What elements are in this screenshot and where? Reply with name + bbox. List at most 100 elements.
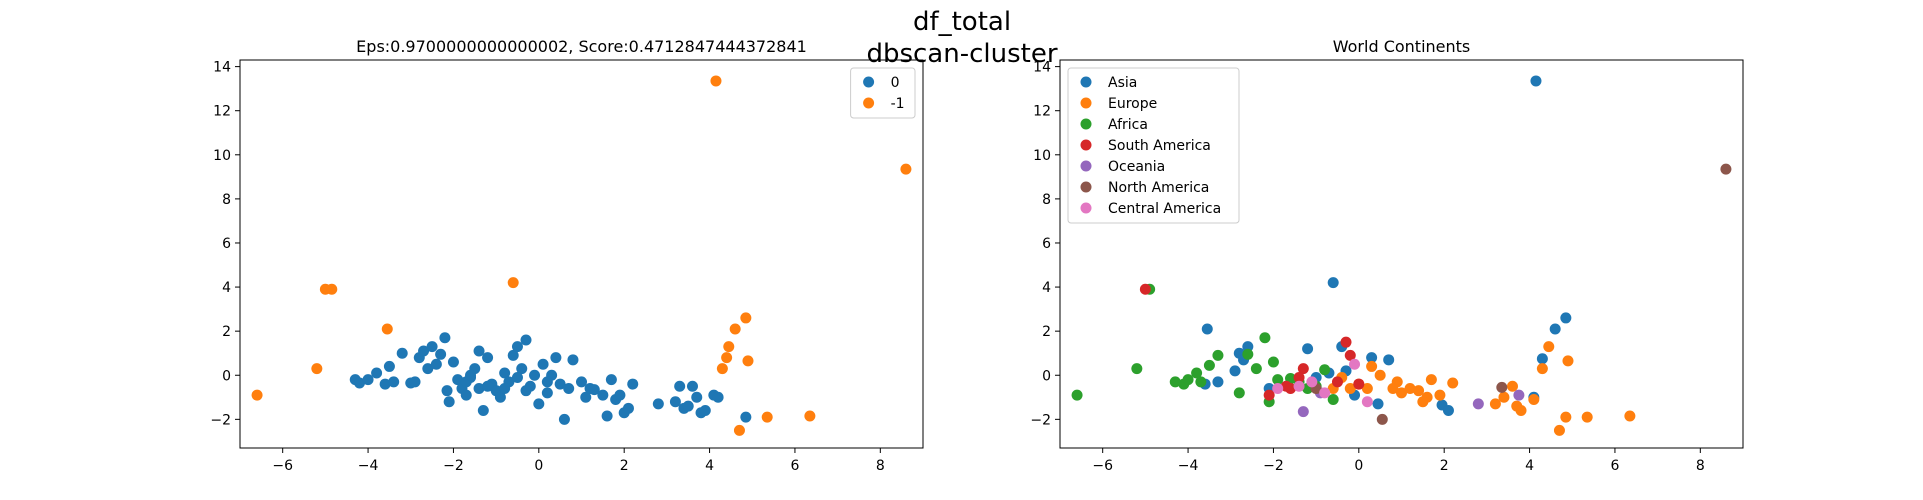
data-point-africa [1071, 389, 1083, 401]
data-point-0 [541, 376, 553, 388]
y-tick-label: 0 [1042, 368, 1051, 384]
panel-0-legend: 0-1 [850, 67, 916, 119]
data-point-europe [1434, 389, 1446, 401]
data-point-1 [733, 424, 745, 436]
data-point-0 [558, 413, 570, 425]
x-tick-label: 2 [620, 458, 629, 474]
y-tick-label: 8 [222, 192, 231, 208]
data-point-asia [1366, 352, 1378, 364]
data-point-1 [311, 363, 323, 375]
data-point-africa [1250, 363, 1262, 375]
data-point-asia [1327, 277, 1339, 289]
data-point-central-america [1293, 380, 1305, 392]
data-point-0 [452, 374, 464, 386]
data-point-0 [712, 391, 724, 403]
data-point-0 [379, 378, 391, 390]
data-point-0 [686, 380, 698, 392]
data-point-europe [1387, 382, 1399, 394]
data-point-south-america [1285, 382, 1297, 394]
legend-label-africa: Africa [1108, 117, 1148, 133]
y-tick-label: 14 [213, 60, 231, 76]
data-point-0 [699, 405, 711, 417]
data-point-0 [511, 341, 523, 353]
data-point-0 [507, 349, 519, 361]
legend-label-1: -1 [891, 96, 905, 112]
x-tick-label: 8 [1696, 458, 1705, 474]
data-point-oceania [1297, 406, 1309, 418]
panel-1-title: World Continents [1333, 37, 1471, 56]
data-point-asia [1212, 376, 1224, 388]
data-point-0 [520, 385, 532, 397]
data-point-0 [441, 385, 453, 397]
data-point-0 [627, 378, 639, 390]
data-point-asia [1549, 323, 1561, 335]
data-point-north-america [1376, 413, 1388, 425]
y-tick-label: 12 [213, 104, 231, 120]
data-point-africa [1242, 348, 1254, 360]
x-tick-label: 0 [1354, 458, 1363, 474]
y-tick-label: 2 [222, 324, 231, 340]
data-point-0 [576, 376, 587, 388]
x-tick-label: −6 [1092, 458, 1113, 474]
data-point-europe [1374, 369, 1386, 381]
figure-suptitle-line2: dbscan-cluster [866, 39, 1057, 69]
data-point-central-america [1306, 376, 1318, 388]
y-tick-label: 4 [1042, 280, 1051, 296]
legend-box [1067, 67, 1240, 224]
data-point-1 [900, 163, 912, 175]
data-point-central-america [1319, 387, 1331, 399]
data-point-africa [1191, 367, 1203, 379]
series-south-america [1139, 283, 1365, 401]
data-point-0 [674, 380, 686, 392]
data-point-north-america [1496, 381, 1508, 393]
data-point-africa [1267, 356, 1279, 368]
y-tick-label: 14 [1033, 60, 1051, 76]
data-point-0 [473, 382, 485, 394]
data-point-0 [482, 380, 494, 392]
data-point-0 [580, 391, 592, 403]
legend-label-south-america: South America [1108, 138, 1211, 154]
data-point-south-america [1353, 378, 1365, 390]
x-tick-label: 6 [790, 458, 799, 474]
legend-label-0: 0 [891, 75, 900, 91]
data-point-south-america [1297, 363, 1309, 375]
data-point-europe [1560, 411, 1572, 423]
panel-1-legend: Asia Europe Africa South America Oceania Nort… [1067, 67, 1240, 224]
data-point-0 [426, 341, 438, 353]
x-tick-label: −2 [443, 458, 464, 474]
data-point-0 [388, 376, 400, 388]
data-point-africa [1327, 394, 1339, 405]
data-point-0 [371, 367, 383, 379]
data-point-europe [1528, 394, 1540, 405]
data-point-1 [729, 323, 741, 335]
y-tick-label: 6 [222, 236, 231, 252]
x-tick-label: −4 [1178, 458, 1199, 474]
data-point-1 [761, 411, 773, 423]
data-point-europe [1506, 380, 1518, 392]
y-tick-label: −2 [210, 412, 231, 428]
data-point-south-america [1263, 389, 1275, 401]
data-point-0 [563, 382, 575, 394]
data-point-europe [1553, 424, 1565, 436]
x-tick-label: −6 [272, 458, 293, 474]
legend-marker-north-america [1080, 181, 1092, 193]
data-point-africa [1195, 376, 1207, 388]
legend-label-europe: Europe [1108, 96, 1157, 112]
data-point-europe [1417, 396, 1429, 408]
data-point-0 [499, 367, 511, 379]
data-point-0 [494, 391, 506, 403]
y-tick-label: 10 [213, 148, 231, 164]
data-point-central-america [1349, 358, 1361, 370]
legend-label-oceania: Oceania [1108, 159, 1165, 175]
data-point-europe [1366, 360, 1378, 372]
data-point-europe [1543, 341, 1555, 353]
data-point-south-america [1344, 349, 1356, 361]
data-point-oceania [1513, 389, 1525, 401]
data-point-0 [422, 363, 434, 375]
data-point-asia [1201, 323, 1213, 335]
x-tick-label: 0 [534, 458, 543, 474]
data-point-0 [614, 389, 626, 401]
data-point-1 [710, 75, 722, 87]
legend-marker-europe [1080, 97, 1092, 109]
